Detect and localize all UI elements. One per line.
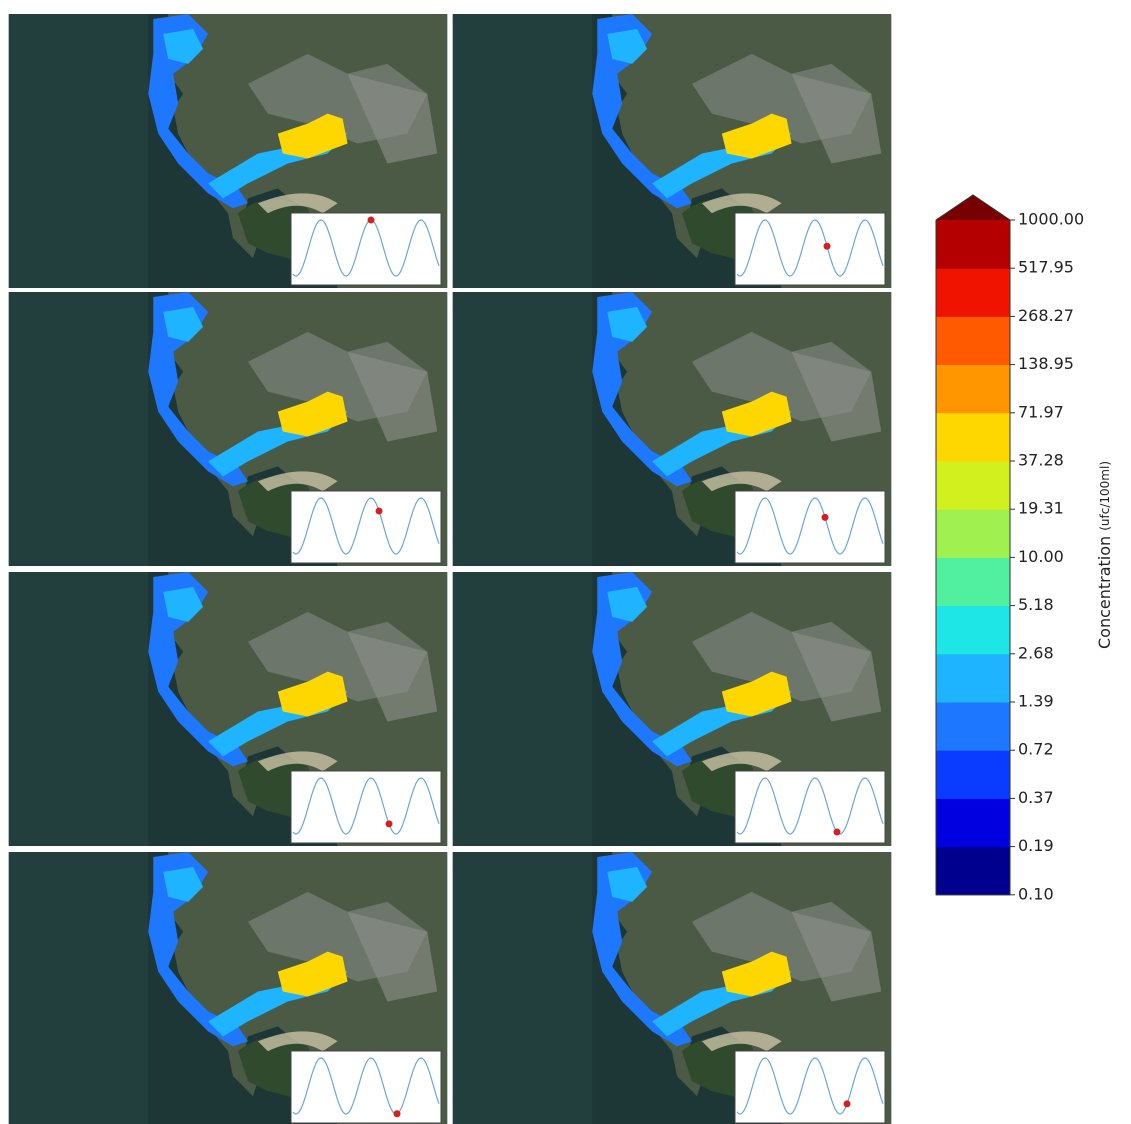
- inset-box: [291, 491, 441, 563]
- tide-marker: [844, 1100, 851, 1107]
- tide-inset: [735, 771, 885, 843]
- map-panel: [452, 852, 892, 1124]
- colorbar-bin: [936, 847, 1010, 896]
- tide-inset: [735, 213, 885, 285]
- colorbar-bin: [936, 798, 1010, 847]
- tide-marker: [386, 820, 393, 827]
- colorbar-bin: [936, 750, 1010, 799]
- colorbar-bin: [936, 509, 1010, 558]
- map-panel: [8, 14, 448, 288]
- map-panel: [452, 572, 892, 846]
- inset-box: [291, 1051, 441, 1123]
- colorbar-tick-label: 0.10: [1018, 884, 1054, 903]
- map-panel: [8, 572, 448, 846]
- figure: Concentration (ufc/100ml) 1000.00 517.95 2…: [0, 0, 1131, 1124]
- colorbar-tick-label: 1000.00: [1018, 210, 1084, 229]
- colorbar-label: Concentration (ufc/100ml): [1095, 461, 1114, 649]
- colorbar-bin: [936, 365, 1010, 414]
- inset-box: [291, 213, 441, 285]
- colorbar-bin: [936, 606, 1010, 655]
- tide-marker: [368, 217, 375, 224]
- colorbar-bin: [936, 268, 1010, 317]
- inset-box: [291, 771, 441, 843]
- tide-marker: [834, 829, 841, 836]
- inset-box: [735, 1051, 885, 1123]
- colorbar-tick-label: 1.39: [1018, 692, 1054, 711]
- colorbar-tick-label: 10.00: [1018, 547, 1064, 566]
- colorbar-unit: (ufc/100ml): [1098, 461, 1112, 531]
- tide-inset: [291, 1051, 441, 1123]
- map-panel: [452, 14, 892, 288]
- colorbar-bin: [936, 220, 1010, 269]
- inset-box: [735, 491, 885, 563]
- colorbar-tick-label: 517.95: [1018, 258, 1074, 277]
- tide-marker: [822, 514, 829, 521]
- colorbar-tick-label: 0.72: [1018, 740, 1054, 759]
- colorbar-tick-label: 0.37: [1018, 788, 1054, 807]
- colorbar-bin: [936, 557, 1010, 606]
- tide-marker: [376, 507, 383, 514]
- map-panel: [8, 292, 448, 566]
- colorbar-bin: [936, 654, 1010, 703]
- colorbar-tick-label: 5.18: [1018, 595, 1054, 614]
- inset-box: [735, 213, 885, 285]
- tide-inset: [291, 213, 441, 285]
- tide-inset: [291, 771, 441, 843]
- colorbar-bin: [936, 461, 1010, 510]
- colorbar-tick-label: 37.28: [1018, 451, 1064, 470]
- colorbar-tick-label: 2.68: [1018, 643, 1054, 662]
- tide-inset: [735, 491, 885, 563]
- inset-box: [735, 771, 885, 843]
- tide-marker: [394, 1110, 401, 1117]
- colorbar-label-text: Concentration: [1095, 536, 1114, 649]
- tide-inset: [291, 491, 441, 563]
- colorbar-bin: [936, 702, 1010, 751]
- colorbar-tick-label: 71.97: [1018, 402, 1064, 421]
- colorbar-tick-label: 0.19: [1018, 836, 1054, 855]
- tide-marker: [824, 243, 831, 250]
- tide-inset: [735, 1051, 885, 1123]
- colorbar-bin: [936, 316, 1010, 365]
- colorbar-tick-label: 268.27: [1018, 306, 1074, 325]
- colorbar-tick-label: 138.95: [1018, 354, 1074, 373]
- colorbar-tick-label: 19.31: [1018, 499, 1064, 518]
- colorbar: Concentration (ufc/100ml) 1000.00 517.95 2…: [920, 185, 1120, 905]
- map-panel: [8, 852, 448, 1124]
- colorbar-bin: [936, 413, 1010, 462]
- map-panel: [452, 292, 892, 566]
- colorbar-extend: [936, 195, 1010, 220]
